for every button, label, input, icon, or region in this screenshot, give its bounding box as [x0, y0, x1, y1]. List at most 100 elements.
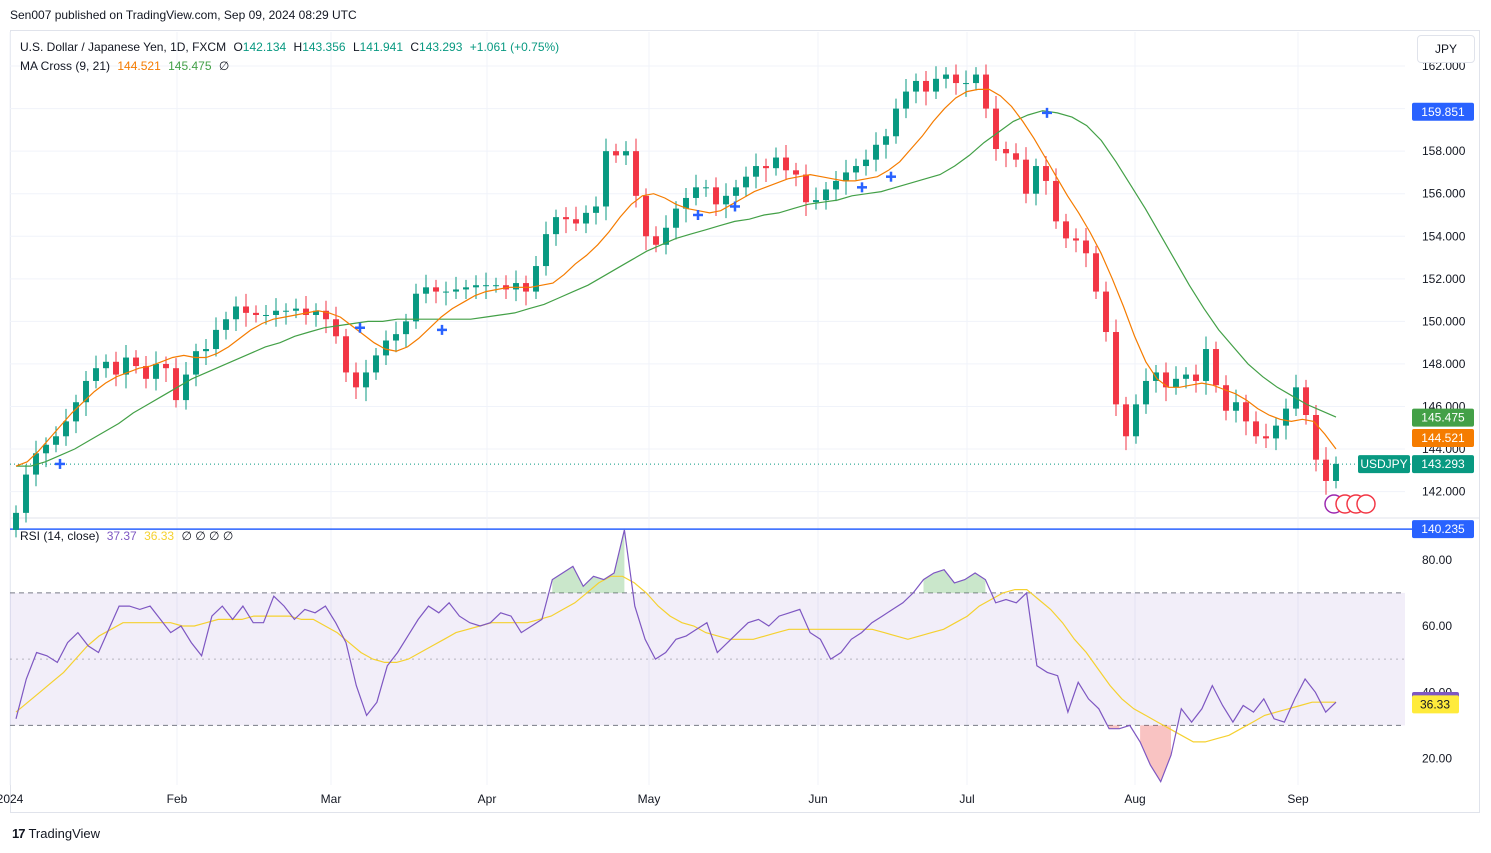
candle-body[interactable] — [643, 195, 649, 237]
candle-body[interactable] — [873, 144, 879, 160]
candle-body[interactable] — [383, 340, 389, 356]
candle-body[interactable] — [1073, 238, 1079, 241]
candle-body[interactable] — [473, 285, 479, 288]
candle-body[interactable] — [1093, 253, 1099, 292]
candle-body[interactable] — [1193, 374, 1199, 381]
candle-body[interactable] — [1103, 291, 1109, 333]
candle-body[interactable] — [43, 444, 49, 454]
candle-body[interactable] — [803, 174, 809, 203]
candle-body[interactable] — [293, 308, 299, 311]
currency-selector[interactable]: JPY — [1417, 35, 1475, 63]
candle-body[interactable] — [343, 336, 349, 373]
candle-body[interactable] — [1323, 459, 1329, 481]
candle-body[interactable] — [823, 189, 829, 201]
candle-body[interactable] — [793, 170, 799, 175]
candle-body[interactable] — [1123, 404, 1129, 437]
candle-body[interactable] — [13, 512, 19, 530]
candle-body[interactable] — [733, 187, 739, 196]
candle-body[interactable] — [193, 351, 199, 375]
candle-body[interactable] — [1023, 159, 1029, 194]
ma-legend[interactable]: MA Cross (9, 21) 144.521 145.475 ∅ — [20, 59, 233, 73]
candle-body[interactable] — [573, 219, 579, 224]
candle-body[interactable] — [303, 308, 309, 315]
candle-body[interactable] — [1163, 372, 1169, 388]
candle-body[interactable] — [53, 436, 59, 445]
candle-body[interactable] — [1243, 402, 1249, 422]
candle-body[interactable] — [403, 321, 409, 335]
candle-body[interactable] — [883, 136, 889, 145]
candle-body[interactable] — [1313, 414, 1319, 460]
candle-body[interactable] — [483, 285, 489, 287]
candle-body[interactable] — [843, 172, 849, 181]
candle-body[interactable] — [1053, 180, 1059, 222]
candle-body[interactable] — [143, 366, 149, 379]
candle-body[interactable] — [1233, 402, 1239, 411]
footer-brand[interactable]: 17 TradingView — [12, 826, 100, 841]
candle-body[interactable] — [933, 78, 939, 92]
candle-body[interactable] — [353, 372, 359, 388]
candle-body[interactable] — [413, 293, 419, 322]
candle-body[interactable] — [243, 306, 249, 313]
candle-body[interactable] — [713, 187, 719, 205]
candle-body[interactable] — [153, 363, 159, 379]
candle-body[interactable] — [943, 74, 949, 79]
candle-body[interactable] — [683, 197, 689, 209]
rsi-title[interactable]: RSI (14, close) — [20, 529, 100, 543]
candle-body[interactable] — [1063, 221, 1069, 239]
candle-body[interactable] — [1303, 387, 1309, 415]
candle-body[interactable] — [753, 166, 759, 177]
candle-body[interactable] — [223, 319, 229, 330]
candle-body[interactable] — [233, 306, 239, 320]
candle-body[interactable] — [113, 361, 119, 375]
candle-body[interactable] — [363, 372, 369, 388]
candle-body[interactable] — [973, 74, 979, 84]
symbol-title[interactable]: U.S. Dollar / Japanese Yen, 1D, FXCM — [20, 40, 227, 54]
candle-body[interactable] — [703, 187, 709, 189]
candle-body[interactable] — [913, 80, 919, 92]
candle-body[interactable] — [583, 212, 589, 224]
rsi-legend[interactable]: RSI (14, close) 37.37 36.33 ∅ ∅ ∅ ∅ — [20, 529, 237, 543]
candle-body[interactable] — [893, 108, 899, 137]
candle-body[interactable] — [763, 166, 769, 169]
candle-body[interactable] — [1033, 166, 1039, 194]
candle-body[interactable] — [493, 285, 499, 287]
candle-body[interactable] — [313, 310, 319, 315]
candle-body[interactable] — [1113, 332, 1119, 405]
candle-body[interactable] — [1003, 149, 1009, 154]
candle-body[interactable] — [273, 310, 279, 315]
candle-body[interactable] — [163, 363, 169, 369]
candle-body[interactable] — [863, 159, 869, 167]
candle-body[interactable] — [533, 266, 539, 292]
candle-body[interactable] — [283, 310, 289, 312]
candle-body[interactable] — [783, 157, 789, 171]
candle-body[interactable] — [653, 236, 659, 245]
candle-body[interactable] — [563, 217, 569, 220]
candle-body[interactable] — [693, 187, 699, 198]
candle-body[interactable] — [853, 166, 859, 173]
candle-body[interactable] — [123, 357, 129, 375]
candle-body[interactable] — [1203, 349, 1209, 381]
candle-body[interactable] — [833, 180, 839, 190]
candle-body[interactable] — [133, 357, 139, 367]
candle-body[interactable] — [613, 151, 619, 156]
candle-body[interactable] — [743, 176, 749, 188]
candle-body[interactable] — [1013, 153, 1019, 160]
candle-body[interactable] — [1133, 404, 1139, 437]
economic-event-icon[interactable] — [1356, 494, 1376, 514]
candle-body[interactable] — [373, 355, 379, 373]
candle-body[interactable] — [453, 289, 459, 292]
candle-body[interactable] — [423, 287, 429, 294]
candle-body[interactable] — [1143, 380, 1149, 405]
candle-body[interactable] — [173, 368, 179, 401]
candle-body[interactable] — [953, 74, 959, 84]
candle-body[interactable] — [603, 151, 609, 207]
candle-body[interactable] — [1173, 378, 1179, 388]
candle-body[interactable] — [203, 349, 209, 352]
candle-body[interactable] — [993, 108, 999, 150]
candle-body[interactable] — [963, 83, 969, 85]
candle-body[interactable] — [23, 474, 29, 513]
candle-body[interactable] — [1283, 408, 1289, 426]
candle-body[interactable] — [1333, 463, 1339, 481]
candle-body[interactable] — [1253, 421, 1259, 437]
